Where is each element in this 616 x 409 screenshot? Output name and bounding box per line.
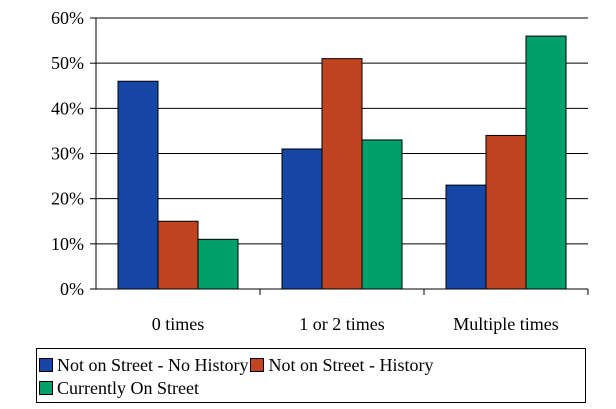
bar (445, 184, 487, 290)
legend-row-2: Currently On Street (39, 377, 201, 399)
y-tick-label: 10% (51, 234, 84, 254)
legend-label-on-street: Currently On Street (57, 378, 199, 398)
axes (90, 17, 589, 295)
legend-item-no-history: Not on Street - No History (39, 354, 248, 376)
legend-swatch-no-history (39, 358, 53, 372)
legend: Not on Street - No History Not on Street… (36, 348, 586, 403)
x-tick-label: 0 times (152, 314, 205, 334)
legend-swatch-history (250, 358, 265, 372)
legend-label-no-history: Not on Street - No History (57, 355, 249, 375)
bars (117, 35, 567, 290)
x-tick-label: Multiple times (453, 314, 559, 334)
y-tick-label: 30% (51, 144, 84, 164)
bar (197, 238, 239, 290)
bar (281, 148, 323, 290)
bar (321, 58, 363, 290)
y-tick-label: 50% (51, 53, 84, 73)
legend-row-1: Not on Street - No History Not on Street… (39, 354, 435, 376)
bar (485, 134, 527, 290)
y-tick-label: 60% (51, 8, 84, 28)
y-tick-label: 40% (51, 98, 84, 118)
y-tick-label: 20% (51, 189, 84, 209)
y-tick-label: 0% (60, 279, 84, 299)
bar (157, 220, 199, 290)
legend-swatch-on-street (39, 381, 53, 395)
legend-item-on-street: Currently On Street (39, 377, 199, 399)
bar (361, 139, 403, 290)
x-tick-label: 1 or 2 times (299, 314, 385, 334)
tick-labels: 0% 10% 20% 30% 40% 50% 60% 0 times 1 or 2 times M… (51, 8, 559, 334)
legend-label-history: Not on Street - History (268, 355, 434, 375)
bar (117, 80, 159, 290)
legend-item-history: Not on Street - History (250, 354, 433, 376)
bar (525, 35, 567, 290)
